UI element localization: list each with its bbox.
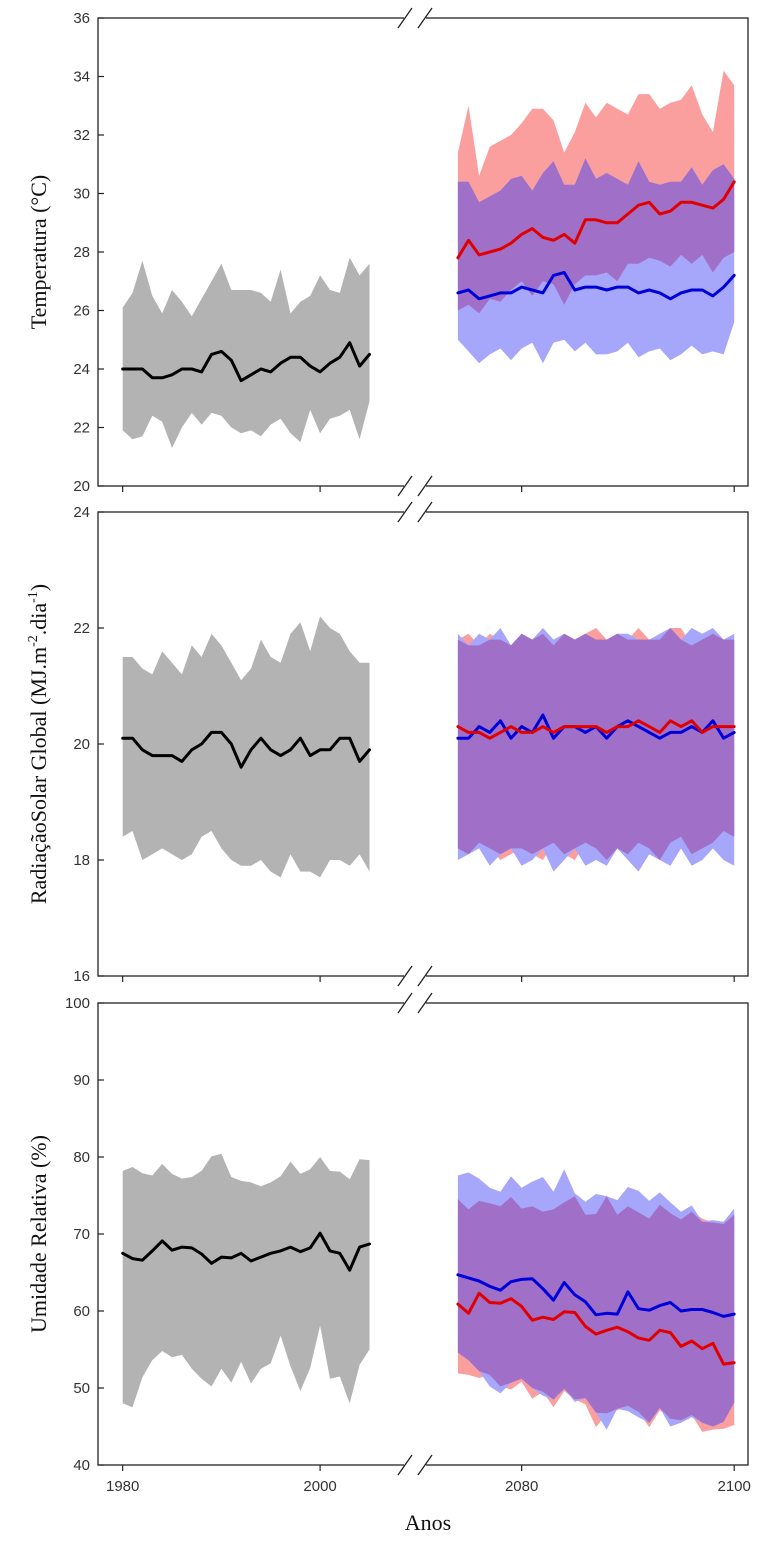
historical-mean-line <box>121 341 371 383</box>
y-axis-title: Umidade Relativa (%) <box>26 1135 51 1333</box>
axis-break-gap <box>404 973 426 979</box>
axis-break-mark <box>417 1454 433 1476</box>
y-tick-label: 20 <box>73 478 90 495</box>
x-tick-label: 2000 <box>303 1478 336 1495</box>
x-tick-label: 1980 <box>106 1478 139 1495</box>
y-tick-label: 90 <box>73 1072 90 1089</box>
axis-break-gap <box>404 509 426 515</box>
historical-mean-line <box>121 730 371 769</box>
y-tick-label: 60 <box>73 1303 90 1320</box>
red-scenario-line <box>456 180 736 260</box>
y-tick-label: 100 <box>65 995 90 1012</box>
red-scenario-line <box>456 1291 736 1366</box>
axis-break-mark <box>417 475 433 497</box>
overlap-band <box>457 158 735 314</box>
axis-break-gap <box>404 483 426 489</box>
radiation-plot-area <box>121 616 736 878</box>
y-tick-label: 40 <box>73 1457 90 1474</box>
humidity-plot-area <box>121 1153 736 1432</box>
y-tick-label: 80 <box>73 1149 90 1166</box>
y-tick-label: 50 <box>73 1380 90 1397</box>
historical-range-band <box>122 257 370 448</box>
overlap-band <box>457 628 735 860</box>
axis-break-mark <box>397 7 413 29</box>
axis-break-mark <box>417 992 433 1014</box>
blue-scenario-line <box>456 1273 736 1318</box>
y-tick-label: 30 <box>73 186 90 203</box>
y-tick-label: 22 <box>73 620 90 637</box>
historical-range-band <box>122 616 370 878</box>
y-tick-label: 34 <box>73 69 90 86</box>
axis-break-mark <box>417 7 433 29</box>
axis-break-mark <box>397 1454 413 1476</box>
y-tick-label: 24 <box>73 361 90 378</box>
axis-break-mark <box>417 965 433 987</box>
y-axis-title: RadiaçãoSolar Global (MJ.m-2.dia-1) <box>26 584 51 904</box>
overlap-band <box>457 1196 735 1427</box>
axis-break-gap <box>404 1000 426 1006</box>
x-tick-label: 2100 <box>717 1478 750 1495</box>
axis-break-gap <box>404 15 426 21</box>
solar-radiation-panel: 16 18 20 22 24 RadiaçãoSolar Global (MJ.m-2.d… <box>26 501 749 987</box>
temperature-plot-area <box>121 70 736 448</box>
axis-break-mark <box>397 475 413 497</box>
y-tick-label: 28 <box>73 244 90 261</box>
axis-break-mark <box>397 501 413 523</box>
y-tick-label: 24 <box>73 504 90 521</box>
axis-break-mark <box>397 992 413 1014</box>
historical-mean-line <box>121 1231 371 1272</box>
y-tick-label: 20 <box>73 736 90 753</box>
red-scenario-line <box>456 719 736 740</box>
x-axis-title: Anos <box>405 1510 451 1535</box>
blue-scenario-line <box>456 271 736 301</box>
y-tick-label: 36 <box>73 10 90 27</box>
temperature-panel: 20 22 24 26 28 30 32 34 36 Temperatura (°C) <box>26 7 749 497</box>
historical-range-band <box>122 1153 370 1408</box>
axis-break-mark <box>417 501 433 523</box>
y-tick-label: 26 <box>73 303 90 320</box>
y-tick-label: 18 <box>73 852 90 869</box>
axis-break-mark <box>397 965 413 987</box>
y-tick-label: 16 <box>73 968 90 985</box>
y-tick-label: 22 <box>73 420 90 437</box>
x-tick-label: 2080 <box>505 1478 538 1495</box>
y-tick-label: 32 <box>73 127 90 144</box>
y-tick-label: 70 <box>73 1226 90 1243</box>
relative-humidity-panel: 40 50 60 70 80 90 100 1980 2000 2080 2100 Umidade R… <box>26 992 751 1495</box>
axis-break-gap <box>404 1462 426 1468</box>
y-axis-title: Temperatura (°C) <box>26 175 51 329</box>
